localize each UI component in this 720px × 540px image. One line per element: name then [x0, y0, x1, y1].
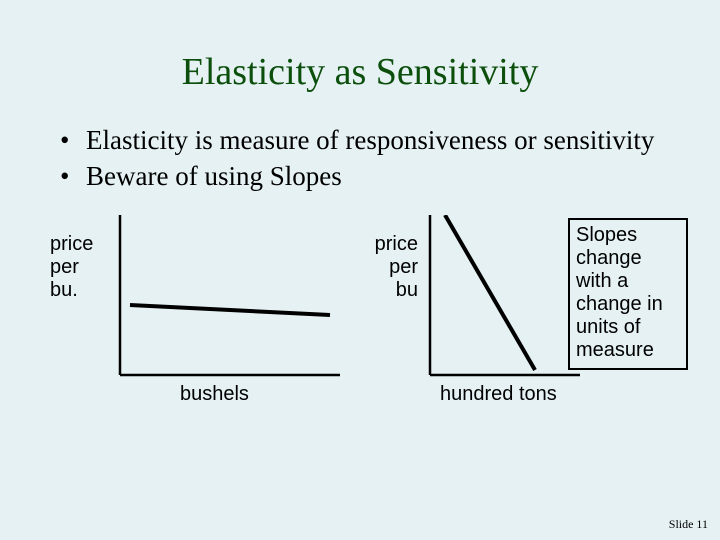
y-axis-label: price per bu: [360, 233, 418, 302]
chart-hundred-tons: price per bu hundred tons: [360, 215, 590, 390]
slide: Elasticity as Sensitivity Elasticity is …: [0, 0, 720, 540]
page-title: Elasticity as Sensitivity: [40, 50, 680, 94]
x-axis-label: hundred tons: [440, 383, 557, 406]
bullet-list: Elasticity is measure of responsiveness …: [60, 124, 680, 193]
data-line: [130, 305, 330, 315]
chart-svg: [50, 215, 350, 385]
bullet-item: Elasticity is measure of responsiveness …: [60, 124, 680, 156]
chart-bushels: price per bu. bushels: [50, 215, 350, 390]
x-axis-label: bushels: [180, 383, 249, 406]
callout-box: Slopes change with a change in units of …: [568, 218, 688, 370]
data-line: [445, 215, 535, 370]
bullet-item: Beware of using Slopes: [60, 160, 680, 192]
slide-number: Slide 11: [669, 517, 708, 532]
y-axis-label: price per bu.: [50, 233, 93, 302]
